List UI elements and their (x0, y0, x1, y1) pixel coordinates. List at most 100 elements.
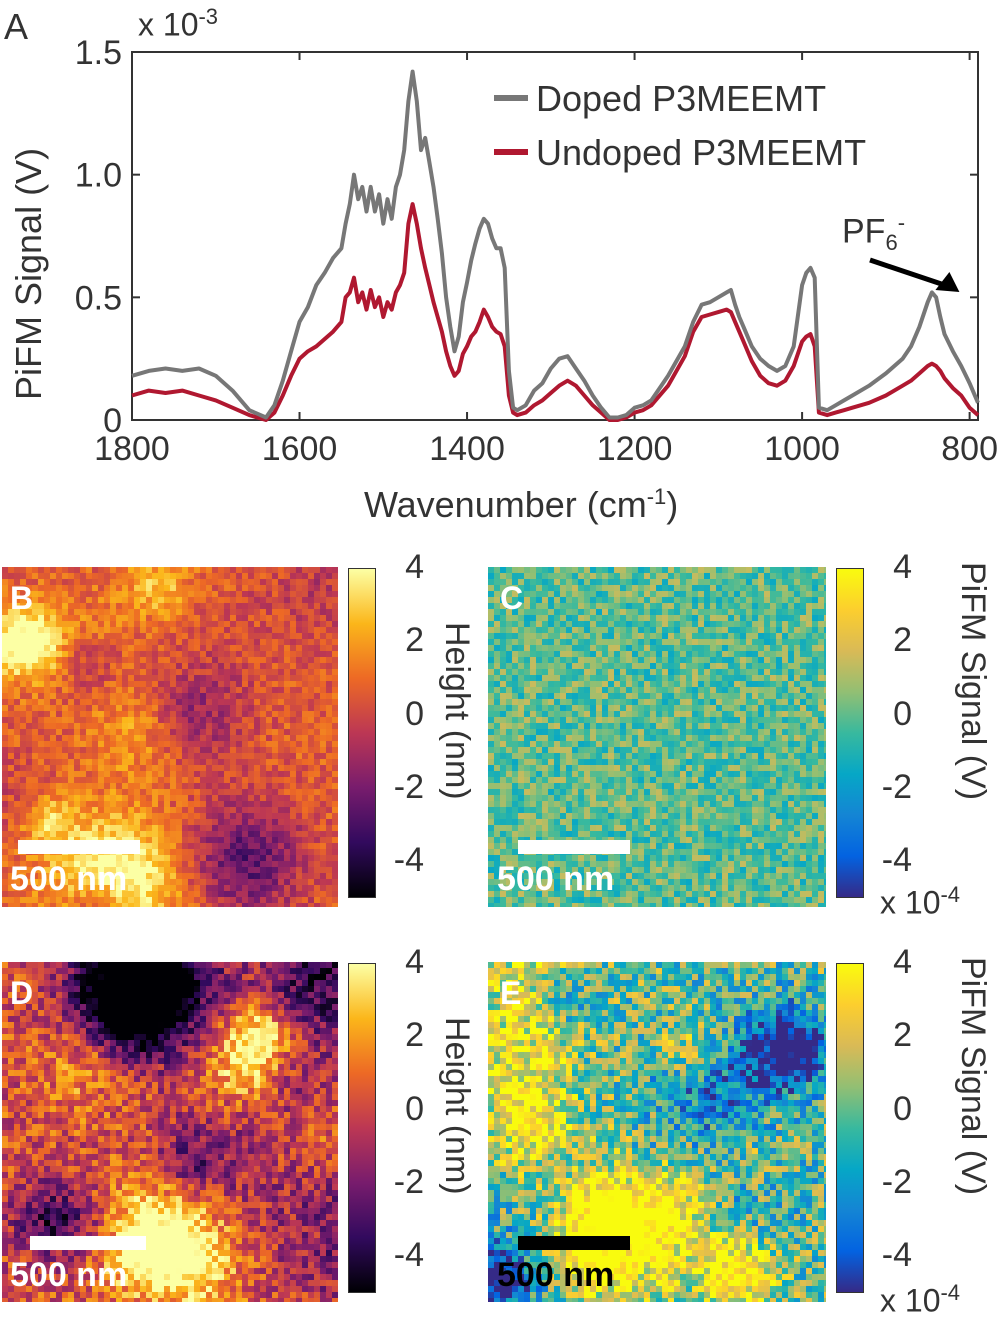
map-pixel (710, 585, 716, 591)
map-pixel (290, 687, 296, 693)
map-pixel (656, 699, 662, 705)
map-pixel (326, 837, 332, 843)
map-pixel (296, 861, 302, 867)
map-pixel (530, 735, 536, 741)
map-pixel (140, 609, 146, 615)
map-pixel (332, 753, 338, 759)
map-pixel (644, 633, 650, 639)
map-pixel (8, 801, 14, 807)
map-pixel (272, 819, 278, 825)
map-pixel (110, 759, 116, 765)
map-pixel (8, 603, 14, 609)
map-pixel (218, 891, 224, 897)
map-pixel (194, 849, 200, 855)
map-pixel (230, 819, 236, 825)
map-pixel (242, 837, 248, 843)
map-pixel (758, 687, 764, 693)
map-pixel (242, 765, 248, 771)
map-pixel (68, 651, 74, 657)
map-pixel (620, 675, 626, 681)
map-pixel (38, 723, 44, 729)
map-pixel (2, 747, 8, 753)
map-pixel (176, 591, 182, 597)
map-pixel (158, 687, 164, 693)
map-pixel (668, 717, 674, 723)
map-pixel (788, 663, 794, 669)
map-pixel (260, 759, 266, 765)
map-pixel (50, 903, 56, 907)
map-pixel (302, 741, 308, 747)
map-pixel (242, 879, 248, 885)
map-pixel (296, 687, 302, 693)
map-pixel (806, 717, 812, 723)
x-axis-label: Wavenumber (cm-1) (364, 484, 679, 525)
map-pixel (212, 771, 218, 777)
map-pixel (80, 645, 86, 651)
map-pixel (104, 717, 110, 723)
map-pixel (662, 711, 668, 717)
map-pixel (716, 699, 722, 705)
map-pixel (272, 789, 278, 795)
map-pixel (302, 849, 308, 855)
map-pixel (278, 735, 284, 741)
map-pixel (296, 585, 302, 591)
map-pixel (146, 579, 152, 585)
map-pixel (272, 591, 278, 597)
map-pixel (668, 663, 674, 669)
map-pixel (542, 645, 548, 651)
map-pixel (596, 657, 602, 663)
map-pixel (200, 579, 206, 585)
map-pixel (296, 681, 302, 687)
map-pixel (122, 897, 128, 903)
map-pixel (596, 585, 602, 591)
map-pixel (86, 675, 92, 681)
map-pixel (128, 711, 134, 717)
map-pixel (152, 621, 158, 627)
map-pixel (212, 699, 218, 705)
map-pixel (326, 579, 332, 585)
map-pixel (170, 813, 176, 819)
map-pixel (782, 615, 788, 621)
map-pixel (260, 903, 266, 907)
map-pixel (56, 819, 62, 825)
map-pixel (146, 591, 152, 597)
map-pixel (740, 669, 746, 675)
map-pixel (308, 819, 314, 825)
map-pixel (200, 723, 206, 729)
map-pixel (716, 693, 722, 699)
map-pixel (188, 747, 194, 753)
map-pixel (770, 669, 776, 675)
map-pixel (224, 645, 230, 651)
map-pixel (134, 651, 140, 657)
map-pixel (596, 729, 602, 735)
map-pixel (20, 663, 26, 669)
map-pixel (332, 813, 338, 819)
map-pixel (134, 747, 140, 753)
map-pixel (236, 639, 242, 645)
map-pixel (296, 783, 302, 789)
map-pixel (164, 693, 170, 699)
map-pixel (518, 603, 524, 609)
map-pixel (224, 573, 230, 579)
map-pixel (104, 807, 110, 813)
map-pixel (14, 753, 20, 759)
map-pixel (512, 735, 518, 741)
map-pixel (98, 861, 104, 867)
map-pixel (146, 879, 152, 885)
map-pixel (50, 603, 56, 609)
map-pixel (212, 615, 218, 621)
map-pixel (116, 567, 122, 573)
map-pixel (182, 573, 188, 579)
map-pixel (302, 801, 308, 807)
map-pixel (698, 693, 704, 699)
map-pixel (668, 597, 674, 603)
map-pixel (116, 657, 122, 663)
map-pixel (764, 591, 770, 597)
map-pixel (812, 681, 818, 687)
map-pixel (614, 603, 620, 609)
map-pixel (536, 603, 542, 609)
map-pixel (632, 651, 638, 657)
map-pixel (716, 735, 722, 741)
map-pixel (746, 735, 752, 741)
map-pixel (722, 699, 728, 705)
